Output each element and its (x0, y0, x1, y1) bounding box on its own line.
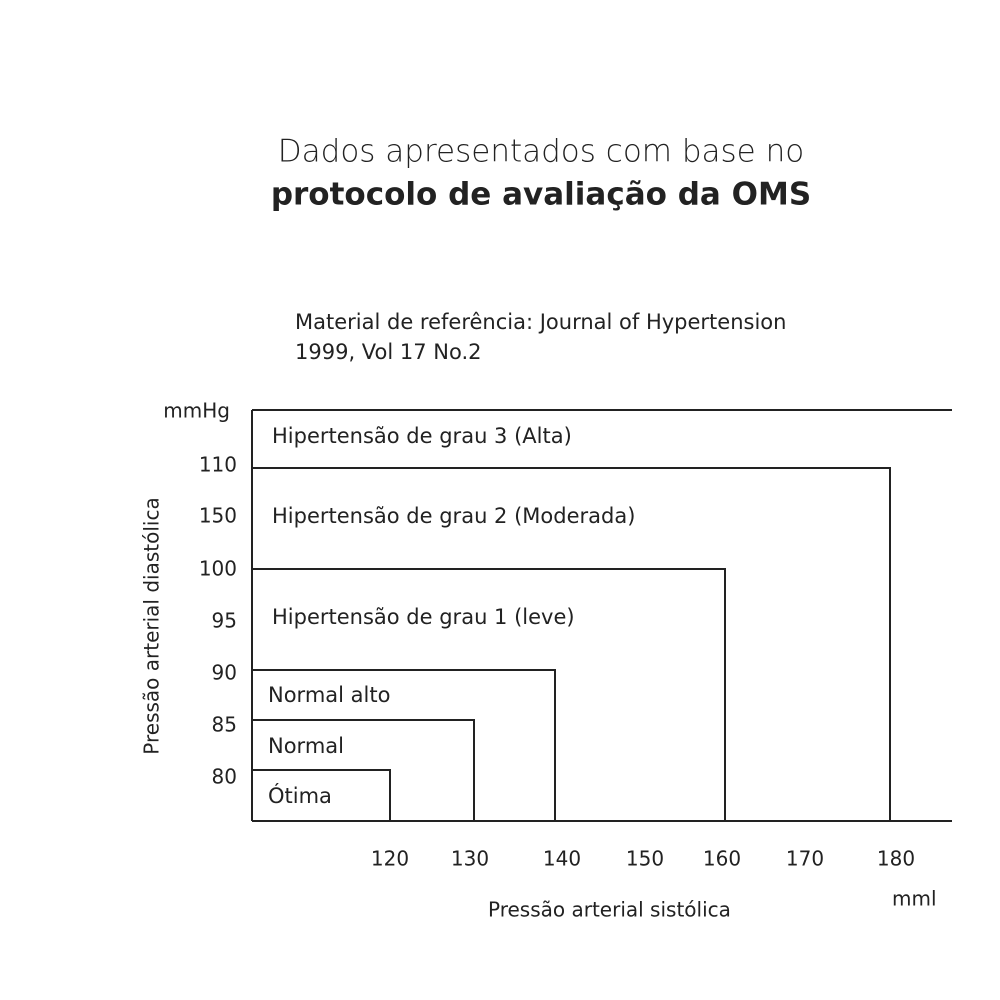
zone-border (252, 467, 891, 821)
x-tick-label: 140 (543, 847, 581, 871)
y-tick-label: 85 (212, 713, 237, 737)
zone-border (252, 719, 475, 821)
zone-label: Hipertensão de grau 2 (Moderada) (272, 504, 635, 528)
y-tick-label: 110 (199, 453, 237, 477)
y-unit: mmHg (163, 399, 230, 423)
zone-label: Normal (268, 734, 344, 758)
x-tick-label: 180 (877, 847, 915, 871)
x-tick-label: 120 (371, 847, 409, 871)
y-tick-label: 100 (199, 557, 237, 581)
y-tick-label: 150 (199, 504, 237, 528)
x-axis-label: Pressão arterial sistólica (488, 898, 731, 922)
y-tick-label: 90 (212, 661, 237, 685)
zone-label: Ótima (268, 783, 332, 808)
title-line: protocolo de avaliação da OMS (271, 177, 811, 213)
x-tick-label: 170 (786, 847, 824, 871)
zone-label: Hipertensão de grau 1 (leve) (272, 605, 575, 629)
reference-line: Material de referência: Journal of Hyper… (295, 310, 786, 334)
x-tick-label: 150 (626, 847, 664, 871)
zone-label: Hipertensão de grau 3 (Alta) (272, 424, 572, 448)
y-tick-label: 95 (212, 609, 237, 633)
zone-border (252, 669, 556, 821)
y-tick-label: 80 (212, 765, 237, 789)
y-axis-label: Pressão arterial diastólica (140, 497, 164, 754)
zone-label: Normal alto (268, 683, 390, 707)
x-unit: mml (892, 887, 937, 911)
zone-border (252, 769, 391, 821)
zone-border (252, 568, 726, 821)
x-tick-label: 130 (451, 847, 489, 871)
x-tick-label: 160 (703, 847, 741, 871)
reference-line: 1999, Vol 17 No.2 (295, 340, 482, 364)
title-line: Dados apresentados com base no (278, 134, 804, 170)
